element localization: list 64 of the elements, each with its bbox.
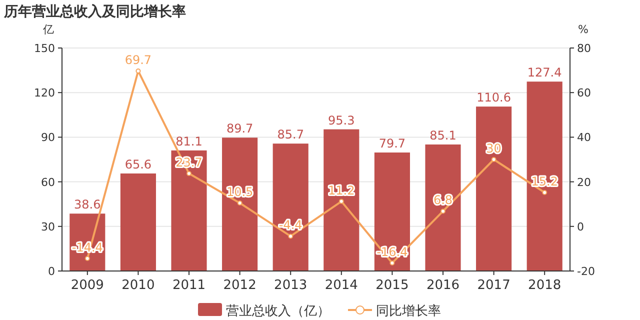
y-tick-label: 120 (34, 86, 55, 100)
x-tick-label: 2018 (528, 278, 562, 293)
bar (374, 152, 410, 271)
y-tick-label: 60 (41, 176, 55, 189)
bar (171, 150, 207, 271)
data-label: 11.2 (328, 183, 355, 198)
data-label: -4.4 (278, 218, 302, 232)
data-label: 65.6 (124, 157, 152, 172)
point (288, 234, 294, 239)
x-tick-label: 2011 (172, 278, 206, 293)
bar (526, 82, 562, 271)
data-label: 89.7 (226, 122, 254, 136)
data-label: 30 (486, 142, 502, 156)
y-tick-label: 90 (41, 131, 55, 144)
y-tick-label: 0 (48, 265, 55, 278)
y-tick-label: 150 (34, 42, 55, 55)
bar (120, 173, 156, 271)
x-tick-label: 2017 (477, 278, 510, 293)
legend-label: 营业总收入（亿） (226, 304, 330, 319)
point (440, 208, 446, 214)
x-tick-label: 2013 (274, 278, 308, 293)
data-label: 81.1 (176, 134, 202, 148)
data-label: 10.5 (226, 184, 254, 199)
y2-tick-label: 60 (577, 86, 591, 100)
x-tick-label: 2009 (70, 278, 104, 293)
x-tick-label: 2016 (426, 278, 460, 293)
x-tick-label: 2012 (223, 278, 256, 293)
point (136, 68, 141, 74)
x-tick-label: 2010 (122, 278, 155, 293)
point (237, 200, 242, 206)
data-label: 110.6 (476, 90, 511, 105)
bar (476, 106, 512, 271)
point (491, 157, 496, 162)
data-label: 6.8 (433, 193, 453, 208)
point (338, 198, 344, 204)
bar (425, 144, 461, 271)
data-label: -16.4 (376, 244, 408, 259)
data-label: 69.7 (124, 52, 152, 67)
y-tick-label: 30 (41, 220, 55, 234)
y2-axis-title: % (578, 23, 588, 36)
data-label: 95.3 (328, 113, 355, 128)
data-label: 85.1 (430, 128, 456, 142)
x-tick-label: 2015 (376, 278, 409, 293)
data-label: 15.2 (531, 174, 558, 189)
legend-label: 同比增长率 (376, 303, 441, 319)
point (84, 256, 90, 262)
y2-tick-label: 80 (577, 42, 591, 55)
data-label: 79.7 (378, 136, 406, 151)
point (390, 260, 395, 266)
bar (222, 138, 258, 271)
y2-tick-label: 0 (577, 220, 584, 234)
bar (272, 144, 308, 271)
data-label: 38.6 (74, 198, 101, 212)
point (186, 171, 192, 176)
data-label: 127.4 (527, 66, 562, 80)
y2-tick-label: 20 (577, 176, 591, 189)
bar (324, 129, 360, 271)
x-tick-label: 2014 (324, 278, 358, 293)
data-label: 85.7 (277, 128, 304, 142)
y-axis-title: 亿 (42, 23, 54, 36)
point (542, 190, 548, 196)
y2-tick-label: -20 (577, 265, 595, 278)
y2-tick-label: 40 (577, 131, 591, 144)
chart-title: 历年营业总收入及同比增长率 (3, 3, 186, 20)
